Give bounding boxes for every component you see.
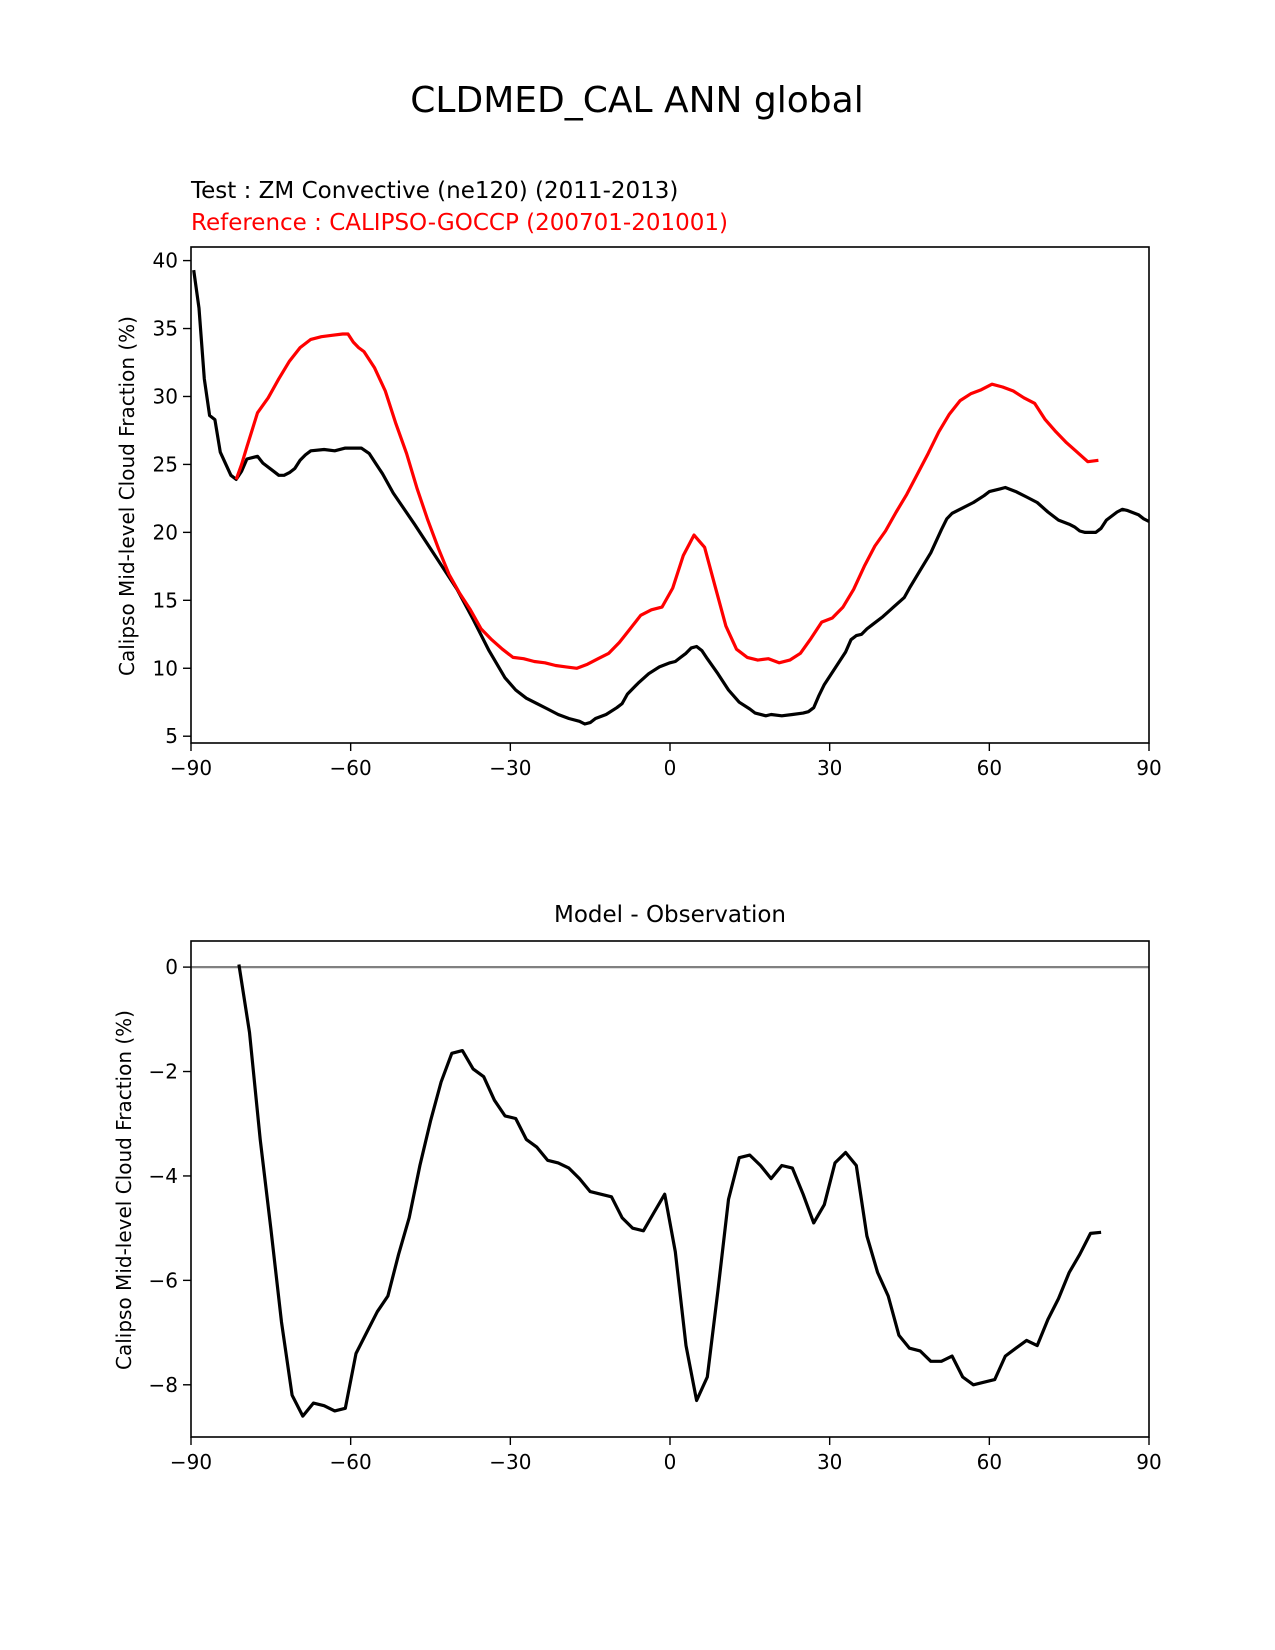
top-ytick-label: 20 bbox=[153, 520, 178, 544]
bottom-ylabel: Calipso Mid-level Cloud Fraction (%) bbox=[112, 1010, 136, 1370]
top-ytick-label: 40 bbox=[153, 249, 178, 273]
reference-label: Reference : CALIPSO-GOCCP (200701-201001… bbox=[191, 210, 728, 236]
top-axes: −90 −60 −30 0 30 60 90 5 10 15 20 25 30 35 40 bbox=[153, 246, 1162, 780]
test-label: Test : ZM Convective (ne120) (2011-2013) bbox=[190, 178, 678, 204]
top-xtick-label: −60 bbox=[330, 756, 372, 780]
bottom-title: Model - Observation bbox=[554, 902, 786, 928]
bottom-series-test-line bbox=[237, 964, 1102, 1418]
bottom-xtick-label: −30 bbox=[489, 1450, 531, 1474]
top-ytick-label: 15 bbox=[153, 588, 178, 612]
top-ytick-label: 10 bbox=[153, 656, 178, 680]
bottom-frame bbox=[190, 940, 1150, 1438]
bottom-ytick-label: −4 bbox=[149, 1164, 178, 1188]
bottom-xtick-label: 0 bbox=[664, 1450, 677, 1474]
top-ytick-label: 30 bbox=[153, 384, 178, 408]
top-xtick-label: 90 bbox=[1136, 756, 1161, 780]
bottom-xtick-label: 30 bbox=[817, 1450, 842, 1474]
bottom-ytick-label: −8 bbox=[149, 1373, 178, 1397]
bottom-xtick-label: −90 bbox=[170, 1450, 212, 1474]
top-xtick-label: −90 bbox=[170, 756, 212, 780]
bottom-axes: −90 −60 −30 0 30 60 90 0 −2 −4 −6 −8 bbox=[149, 940, 1162, 1474]
top-ytick-label: 5 bbox=[165, 724, 178, 748]
top-xtick-label: −30 bbox=[489, 756, 531, 780]
bottom-xtick-label: 90 bbox=[1136, 1450, 1161, 1474]
top-xtick-label: 60 bbox=[977, 756, 1002, 780]
bottom-ytick-label: 0 bbox=[165, 955, 178, 979]
bottom-xtick-label: 60 bbox=[977, 1450, 1002, 1474]
top-ylabel: Calipso Mid-level Cloud Fraction (%) bbox=[115, 316, 139, 676]
top-series-reference-line bbox=[234, 332, 1099, 670]
figure-title: CLDMED_CAL ANN global bbox=[410, 80, 863, 121]
bottom-ytick-label: −6 bbox=[149, 1268, 178, 1292]
top-xtick-label: 0 bbox=[664, 756, 677, 780]
top-xtick-label: 30 bbox=[817, 756, 842, 780]
top-panel: Test : ZM Convective (ne120) (2011-2013)… bbox=[115, 178, 1162, 780]
top-frame bbox=[190, 246, 1150, 744]
top-series-test-line bbox=[192, 269, 1150, 726]
bottom-panel: Model - Observation −90 −60 −30 0 30 60 900−2−… bbox=[112, 902, 1162, 1474]
top-ytick-label: 35 bbox=[153, 317, 178, 341]
bottom-ytick-label: −2 bbox=[149, 1060, 178, 1084]
top-ytick-label: 25 bbox=[153, 452, 178, 476]
bottom-xtick-label: −60 bbox=[330, 1450, 372, 1474]
